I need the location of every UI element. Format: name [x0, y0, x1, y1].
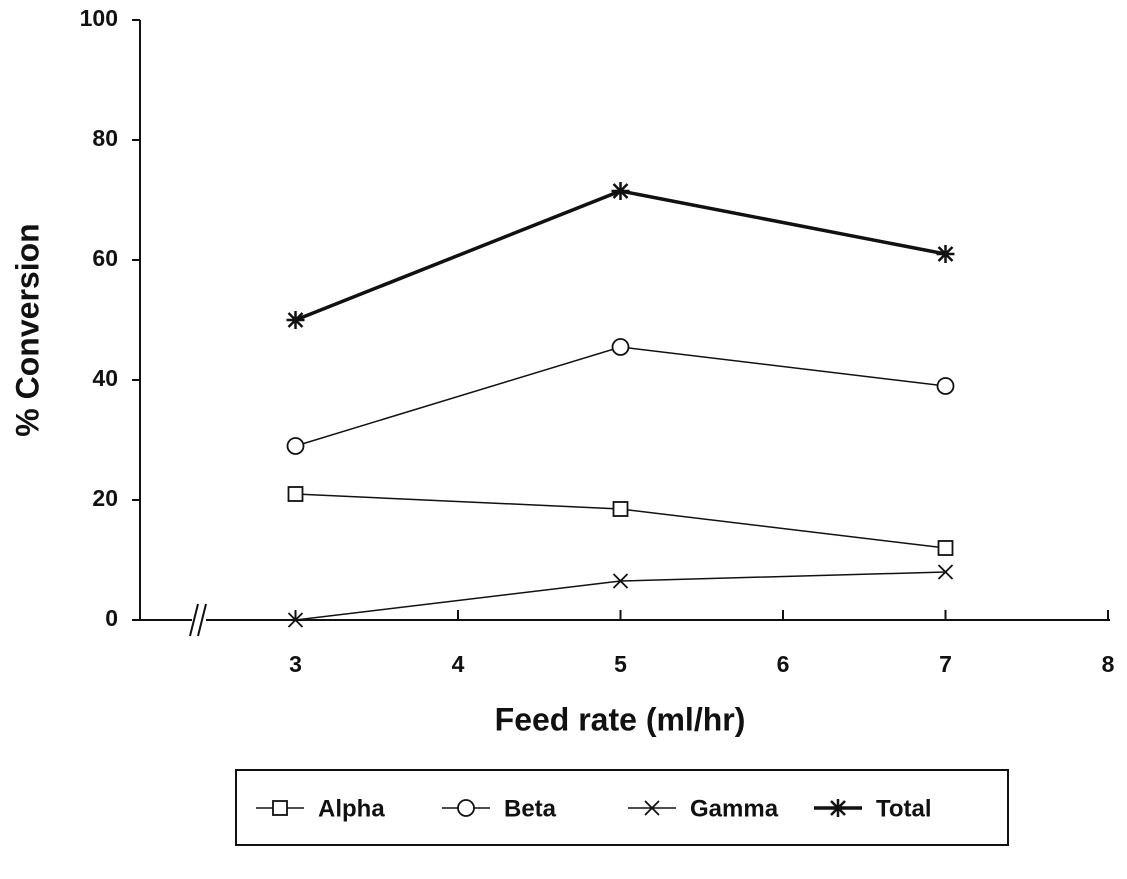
marker [829, 799, 847, 817]
marker-shape [829, 799, 847, 817]
legend-label: Gamma [690, 795, 779, 822]
marker [289, 487, 303, 501]
x-tick-label: 6 [777, 651, 790, 677]
y-tick-label: 20 [92, 485, 118, 511]
marker-shape [937, 245, 955, 263]
y-tick-label: 60 [92, 245, 118, 271]
marker [288, 438, 304, 454]
legend-label: Beta [504, 795, 557, 822]
x-tick-label: 8 [1102, 651, 1115, 677]
series-line [296, 347, 946, 446]
y-tick-label: 80 [92, 125, 118, 151]
marker-shape [613, 339, 629, 355]
marker-shape [939, 541, 953, 555]
marker-shape [273, 801, 287, 815]
legend-label: Alpha [318, 795, 385, 822]
marker [613, 339, 629, 355]
chart: Feed rate (ml/hr) % Conversion 0 20 40 60 80… [0, 0, 1127, 874]
y-tick-label: 0 [105, 605, 118, 631]
x-axis-title: Feed rate (ml/hr) [495, 701, 746, 737]
marker-shape [287, 311, 305, 329]
x-tick-label: 7 [939, 651, 952, 677]
marker [612, 182, 630, 200]
marker [937, 245, 955, 263]
series-line [296, 191, 946, 320]
marker-shape [614, 502, 628, 516]
marker-shape [289, 487, 303, 501]
marker [939, 541, 953, 555]
y-axis-title: % Conversion [9, 223, 45, 436]
x-tick-label: 3 [289, 651, 302, 677]
x-tick-label: 4 [452, 651, 465, 677]
marker [458, 800, 474, 816]
marker-shape [458, 800, 474, 816]
marker [614, 502, 628, 516]
y-tick-label: 40 [92, 365, 118, 391]
y-tick-label: 100 [80, 5, 118, 31]
x-tick-label: 5 [614, 651, 627, 677]
marker [287, 311, 305, 329]
marker [938, 378, 954, 394]
marker-shape [612, 182, 630, 200]
legend-label: Total [876, 795, 932, 822]
marker-shape [288, 438, 304, 454]
marker [273, 801, 287, 815]
marker-shape [938, 378, 954, 394]
